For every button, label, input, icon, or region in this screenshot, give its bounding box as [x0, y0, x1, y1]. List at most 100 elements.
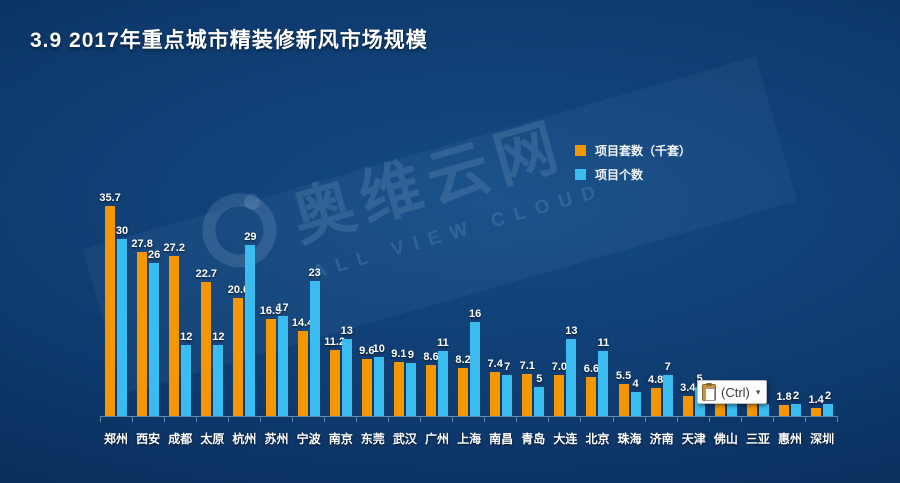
bar: 27.2 [164, 242, 185, 416]
bar: 7 [502, 361, 513, 416]
x-axis-category-label: 西安 [136, 432, 161, 446]
x-axis-category-label: 成都 [168, 432, 193, 446]
legend: 项目套数（千套） 项目个数 [575, 142, 691, 183]
bar-value-label: 9.1 [391, 348, 407, 360]
bar-value-label: 16.5 [259, 305, 282, 317]
chevron-down-icon[interactable]: ▾ [755, 386, 761, 397]
bar-group: 11.2 13 [324, 205, 357, 416]
paste-options-label: (Ctrl) [721, 384, 750, 400]
bar: 10 [373, 343, 385, 416]
x-axis-category-label: 惠州 [778, 432, 803, 446]
axis-tick [324, 417, 326, 422]
paste-options-tooltip[interactable]: (Ctrl) ▾ [697, 380, 768, 404]
bar: 23 [308, 267, 321, 416]
page-title: 3.9 2017年重点城市精装修新风市场规模 [30, 29, 428, 52]
bar-value-label: 13 [340, 325, 353, 337]
bar-groups: 35.7 30 27.8 26 27.2 12 22.7 12 20.0 29 16.5 17 14.4… [99, 192, 838, 416]
bar-value-label: 1.8 [776, 391, 792, 403]
bar-group: 9.6 10 [357, 205, 389, 416]
legend-item-count: 项目个数 [575, 166, 691, 183]
bar-value-label: 7.4 [487, 358, 503, 370]
x-axis-category-label: 宁波 [296, 432, 321, 446]
x-axis-category-label: 大连 [553, 432, 578, 446]
bar-value-label: 12 [212, 331, 225, 343]
bar-group: 14.4 23 [292, 205, 325, 416]
bar: 11 [598, 337, 609, 416]
x-axis-category-label: 南昌 [489, 432, 514, 446]
bar-value-label: 26 [148, 249, 161, 261]
bar: 20.0 [228, 284, 249, 416]
bar-group: 27.8 26 [131, 205, 164, 416]
bar-group: 8.6 11 [421, 205, 453, 416]
bar-value-label: 11.2 [324, 336, 346, 348]
axis-tick [260, 417, 262, 422]
bar-value-label: 10 [372, 343, 385, 355]
bar-value-label: 8.2 [455, 354, 471, 366]
bar-value-label: 2 [792, 390, 800, 402]
x-axis-category-label: 太原 [200, 432, 225, 446]
x-axis-category-label: 北京 [585, 432, 610, 446]
bar-value-label: 23 [308, 267, 321, 279]
legend-item-sets: 项目套数（千套） [575, 142, 691, 159]
axis-tick [580, 417, 582, 422]
bar-group: 7.1 5 [517, 205, 549, 416]
legend-label: 项目个数 [595, 168, 644, 182]
axis-tick [772, 417, 774, 422]
legend-swatch [575, 145, 586, 156]
bar-value-label: 7 [664, 361, 671, 373]
axis-tick [644, 417, 646, 422]
x-axis-category-label: 苏州 [264, 432, 289, 446]
bar: 16 [469, 308, 481, 416]
axis-tick [612, 417, 614, 422]
bar-group: 7.0 13 [549, 205, 581, 416]
x-axis-labels: 郑州 西安 成都 太原 杭州 苏州 宁波 南京 东莞 武汉 广州 上海 南昌 青岛 大连 北京 珠海 济南 天津 佛山… [100, 430, 838, 447]
axis-tick [740, 417, 742, 422]
bar: 5 [534, 373, 545, 416]
bar-value-label: 1.4 [808, 394, 824, 406]
bar-group: 27.2 12 [164, 205, 196, 416]
bar-group: 8.2 16 [453, 205, 485, 416]
bar-value-label: 13 [565, 325, 578, 337]
bar: 8.2 [455, 354, 471, 416]
bar: 16.5 [260, 305, 281, 416]
axis-tick [164, 417, 166, 422]
bar-group: 6.6 11 [581, 205, 613, 416]
bar: 1.4 [808, 394, 824, 416]
bar: 9.1 [391, 348, 407, 416]
bar: 2 [791, 390, 802, 416]
bar-value-label: 17 [276, 302, 289, 314]
bar: 13 [341, 325, 353, 416]
bar: 4 [630, 378, 641, 416]
bar: 11.2 [324, 336, 345, 416]
bar: 9 [405, 349, 416, 416]
bar: 22.7 [196, 268, 217, 416]
clipboard-icon [702, 382, 716, 401]
axis-tick [356, 417, 358, 422]
chart-plot: 35.7 30 27.8 26 27.2 12 22.7 12 20.0 29 16.5 17 14.4… [99, 192, 838, 417]
axis-tick [132, 417, 134, 422]
bar-value-label: 7.0 [551, 361, 568, 373]
bar: 7.4 [488, 358, 503, 416]
bar-value-label: 27.2 [163, 242, 185, 254]
bar: 7.1 [520, 360, 535, 416]
bar: 2.0 [744, 390, 760, 416]
x-axis-category-label: 武汉 [392, 432, 417, 446]
axis-tick [228, 417, 230, 422]
axis-tick [676, 417, 678, 422]
bar: 5.5 [616, 370, 631, 416]
axis-tick [804, 417, 806, 422]
bar-value-label: 12 [180, 331, 193, 343]
x-axis-category-label: 郑州 [104, 432, 129, 446]
bar-value-label: 20.0 [227, 284, 250, 296]
axis-tick [420, 417, 422, 422]
x-axis-category-label: 珠海 [617, 432, 642, 446]
bar-value-label: 4.8 [647, 374, 664, 386]
bar: 29 [244, 231, 257, 416]
bar-value-label: 27.8 [131, 238, 153, 250]
bar-value-label: 5 [696, 373, 703, 385]
axis-tick [452, 417, 454, 422]
bar: 14.4 [292, 317, 313, 416]
axis-tick [484, 417, 486, 422]
bar: 2 [823, 390, 834, 416]
